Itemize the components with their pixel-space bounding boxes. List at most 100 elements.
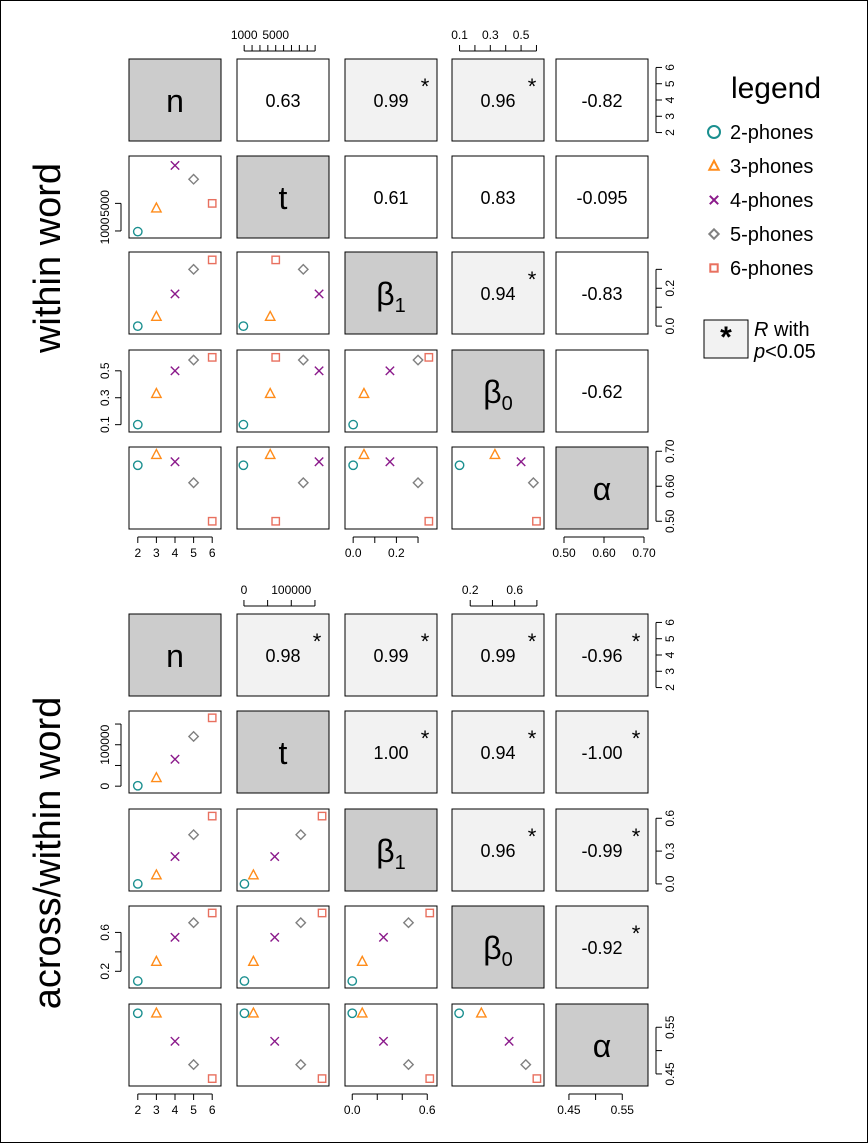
variable-label-main: β	[483, 930, 501, 966]
scatter-point-4-phones	[170, 1036, 180, 1046]
variable-label-n: n	[166, 638, 184, 674]
panel-title-across-within-word: across/within word	[27, 697, 69, 1010]
axis-tick-label: 0.50	[663, 509, 677, 533]
right-axis-β1: 0.0 0.3 0.6	[655, 810, 677, 892]
axis-tick-label: 0.50	[552, 546, 576, 560]
correlation-value: -0.96	[581, 646, 622, 666]
correlation-cell-bg	[344, 58, 438, 142]
cell-r2-c4: -0.83	[555, 251, 649, 335]
scatter-point-6-phones	[271, 516, 281, 526]
panel-title-within-word: within word	[27, 163, 69, 354]
cell-r2-c2: β1	[344, 808, 438, 892]
cell-r1-c0	[128, 155, 222, 239]
correlation-value: 0.61	[373, 188, 408, 208]
axis-tick-label: 5000	[98, 190, 112, 217]
scatter-point-6-phones	[207, 713, 217, 723]
scatter-point-5-phones	[187, 173, 200, 185]
scatter-cell-bg	[128, 710, 222, 794]
left-axis-β0: 0.2 0.6	[98, 924, 122, 980]
scatter-point-2-phones	[132, 879, 143, 889]
cell-r3-c2	[344, 905, 438, 989]
correlation-cell-bg	[555, 58, 649, 142]
right-axis-α: 0.50 0.60 0.70	[655, 439, 677, 533]
scatter-point-4-phones	[170, 160, 180, 171]
scatter-point-2-phones	[132, 1008, 143, 1019]
cell-r4-c1	[236, 1003, 330, 1087]
scatter-point-3-phones	[150, 448, 163, 460]
correlation-cell-bg	[555, 349, 649, 433]
legend-item-4-phones: 4-phones	[709, 190, 813, 212]
legend-sig-line1: R with	[754, 319, 810, 341]
scatter-point-5-phones	[412, 354, 424, 366]
axis-tick-label: 0.6	[506, 583, 523, 597]
correlation-cell-bg	[555, 905, 649, 989]
axis-tick-label: 4	[172, 546, 179, 560]
cell-r1-c4: -0.095	[555, 155, 649, 239]
axis-tick-label: 0.70	[663, 439, 677, 463]
scatter-point-6-phones	[424, 516, 434, 526]
scatter-matrix-across-within-word: n 0.98 * 0.99 * 0.99 * -0.96 * t 1.00 * 0.94 * -1.00 * β…	[98, 583, 677, 1117]
scatter-point-6-phones	[271, 255, 281, 265]
scatter-point-3-phones	[358, 448, 370, 460]
axis-tick-label: 1000	[231, 28, 258, 42]
scatter-point-4-phones	[170, 289, 180, 299]
cell-r2-c3: 0.94 *	[451, 251, 545, 335]
scatter-cell-bg	[236, 251, 330, 335]
variable-label-β1: β1	[376, 276, 406, 317]
variable-cell-bg	[451, 905, 545, 989]
scatter-point-3-phones	[150, 1006, 163, 1018]
scatter-point-3-phones	[264, 386, 277, 399]
significance-star: *	[528, 74, 537, 99]
variable-cell-bg	[344, 251, 438, 335]
correlation-value: -0.92	[581, 938, 622, 958]
legend-item-label: 6-phones	[730, 258, 813, 280]
legend-items: 2-phones 3-phones 4-phones 5-phones 6-phones	[707, 122, 813, 280]
cell-r4-c0	[128, 1003, 222, 1087]
scatter-cell-bg	[236, 808, 330, 892]
significance-star: *	[421, 726, 430, 751]
axis-tick-label: 3	[663, 113, 677, 120]
cell-r3-c4: -0.92 *	[555, 905, 649, 989]
scatter-point-4-phones	[504, 1036, 514, 1046]
axis-tick-label: 0.70	[632, 546, 656, 560]
right-axis-α: 0.45 0.55	[655, 1015, 677, 1086]
scatter-point-4-phones	[314, 289, 324, 299]
significance-star: *	[528, 267, 537, 292]
variable-cell-bg	[555, 1003, 649, 1087]
correlation-value: 0.96	[480, 91, 515, 111]
cell-r4-c0	[128, 446, 222, 530]
cell-r1-c0	[128, 710, 222, 794]
scatter-point-3-phones	[150, 386, 163, 399]
scatter-point-5-phones	[187, 354, 200, 366]
scatter-point-4-phones	[270, 851, 280, 862]
cell-r1-c2: 1.00 *	[344, 710, 438, 794]
scatter-point-6-phones	[532, 1074, 542, 1084]
axis-tick-label: 0.5	[98, 362, 112, 379]
scatter-point-4-phones	[170, 851, 180, 862]
legend-marker-square	[709, 263, 719, 273]
variable-label-main: t	[279, 735, 288, 771]
axis-tick-label: 1000	[98, 217, 112, 244]
scatter-cell-bg	[344, 446, 438, 530]
scatter-point-4-phones	[516, 457, 526, 467]
scatter-point-2-phones	[347, 1008, 358, 1019]
cell-r2-c2: β1	[344, 251, 438, 335]
correlation-value: 0.99	[480, 646, 515, 666]
correlation-cell-bg	[236, 613, 330, 697]
legend-sig-threshold: <0.05	[765, 341, 816, 363]
cell-r2-c1	[236, 251, 330, 335]
axis-tick-label: 0.2	[98, 963, 112, 980]
variable-label-n: n	[166, 83, 184, 119]
scatter-point-3-phones	[247, 954, 260, 966]
scatter-point-5-phones	[297, 263, 309, 276]
cell-r4-c2	[344, 1003, 438, 1087]
cell-r0-c3: 0.99 *	[451, 613, 545, 697]
axis-tick-label: 0.55	[611, 1103, 635, 1117]
correlation-value: 0.96	[480, 841, 515, 861]
correlation-value: 0.94	[480, 284, 515, 304]
significance-star: *	[632, 726, 641, 751]
scatter-point-4-phones	[170, 457, 180, 467]
correlation-value: -0.62	[581, 382, 622, 402]
legend-marker-cross	[709, 195, 719, 205]
